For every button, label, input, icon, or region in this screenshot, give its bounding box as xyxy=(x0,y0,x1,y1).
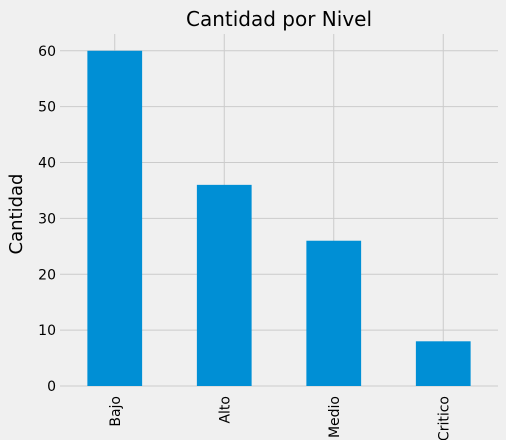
bar-alto xyxy=(196,184,252,386)
y-tick-label: 0 xyxy=(47,379,56,395)
bar-bajo xyxy=(87,50,143,387)
bars xyxy=(87,50,471,387)
y-tick-label: 10 xyxy=(38,323,56,339)
y-axis-label: Cantidad xyxy=(6,174,27,255)
x-tick-label: Medio xyxy=(327,396,343,438)
x-tick-label: Critico xyxy=(436,396,452,440)
bar-medio xyxy=(306,240,362,386)
chart-title: Cantidad por Nivel xyxy=(186,7,372,31)
y-tick-label: 20 xyxy=(38,267,56,283)
x-tick-label: Bajo xyxy=(108,396,124,427)
y-tick-label: 30 xyxy=(38,211,56,227)
y-tick-label: 40 xyxy=(38,156,56,172)
bar-critico xyxy=(415,341,471,386)
y-tick-label: 60 xyxy=(38,44,56,60)
y-tick-label: 50 xyxy=(38,100,56,116)
x-axis-ticks: Bajo Alto Medio Critico xyxy=(108,396,453,440)
x-tick-label: Alto xyxy=(217,396,233,424)
y-axis-ticks: 0 10 20 30 40 50 60 xyxy=(38,44,56,395)
